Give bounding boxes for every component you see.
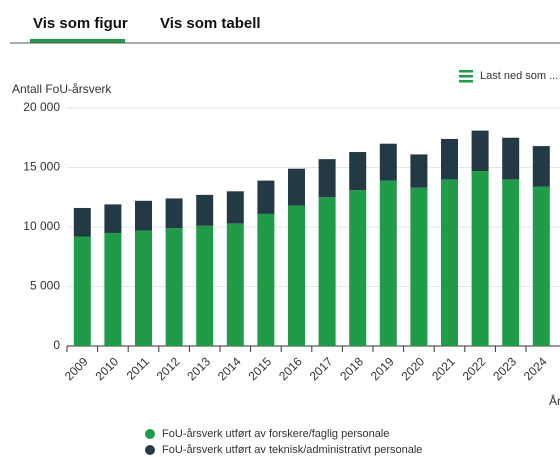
- bar-segment: [165, 228, 183, 346]
- bar-segment: [318, 197, 336, 346]
- bar-segment: [73, 236, 91, 346]
- bar-segment: [349, 152, 367, 191]
- bar-segment: [410, 154, 428, 188]
- x-tick-label: 2021: [429, 354, 458, 383]
- y-tick-label: 20 000: [23, 100, 60, 114]
- menu-icon: [459, 75, 473, 78]
- bar-segment: [379, 143, 397, 181]
- x-tick-label: 2018: [337, 354, 366, 383]
- x-tick-label: 2022: [460, 354, 489, 383]
- y-tick-label: 0: [53, 338, 60, 352]
- bar-segment: [349, 190, 367, 346]
- download-label[interactable]: Last ned som ...: [480, 70, 558, 82]
- bar-segment: [226, 191, 244, 224]
- x-axis-title: År: [549, 393, 560, 408]
- bar-segment: [318, 159, 336, 198]
- x-tick-label: 2016: [276, 354, 305, 383]
- x-tick-label: 2010: [92, 354, 121, 383]
- menu-icon: [459, 70, 473, 73]
- bar-segment: [410, 187, 428, 346]
- legend-label: FoU-årsverk utført av teknisk/administra…: [162, 444, 422, 456]
- x-tick-label: 2009: [62, 354, 91, 383]
- bar-segment: [135, 200, 152, 231]
- bar-segment: [73, 207, 91, 237]
- bar-segment: [532, 186, 550, 346]
- x-tick-label: 2017: [307, 354, 336, 383]
- bar-segment: [471, 130, 489, 172]
- bar-segment: [104, 204, 122, 233]
- bar-segment: [288, 205, 305, 346]
- x-tick-label: 2019: [368, 354, 397, 383]
- x-tick-label: 2014: [215, 354, 244, 383]
- legend-marker: [145, 445, 155, 455]
- bar-segment: [379, 180, 397, 346]
- bar-segment: [165, 198, 183, 229]
- legend-marker: [145, 429, 155, 439]
- bar-segment: [471, 171, 489, 346]
- bar-segment: [502, 179, 520, 346]
- bar-segment: [104, 232, 122, 346]
- x-tick-label: 2012: [154, 354, 183, 383]
- tab[interactable]: Vis som tabell: [160, 15, 261, 32]
- bar-segment: [532, 146, 550, 187]
- x-tick-label: 2023: [490, 354, 519, 383]
- tab[interactable]: Vis som figur: [33, 15, 128, 32]
- bar-segment: [135, 230, 152, 346]
- bar-segment: [441, 138, 458, 180]
- bar-segment: [226, 223, 244, 346]
- x-tick-label: 2015: [245, 354, 274, 383]
- bar-segment: [196, 225, 214, 346]
- x-tick-label: 2024: [521, 354, 550, 383]
- bar-segment: [441, 179, 458, 346]
- y-tick-label: 10 000: [23, 219, 60, 233]
- bar-segment: [257, 213, 275, 346]
- menu-icon: [459, 80, 473, 83]
- y-tick-label: 15 000: [23, 160, 60, 174]
- x-tick-label: 2013: [184, 354, 213, 383]
- bar-segment: [288, 168, 305, 206]
- bar-segment: [257, 180, 275, 214]
- y-axis-title: Antall FoU-årsverk: [12, 82, 112, 96]
- legend-label: FoU-årsverk utført av forskere/faglig pe…: [162, 428, 389, 440]
- bar-segment: [196, 194, 214, 226]
- x-tick-label: 2020: [398, 354, 427, 383]
- download-button[interactable]: Last ned som ...: [459, 70, 558, 83]
- bar-segment: [502, 137, 520, 180]
- tab-underline: [30, 39, 125, 43]
- y-tick-label: 5 000: [30, 279, 60, 293]
- x-tick-label: 2011: [124, 354, 152, 382]
